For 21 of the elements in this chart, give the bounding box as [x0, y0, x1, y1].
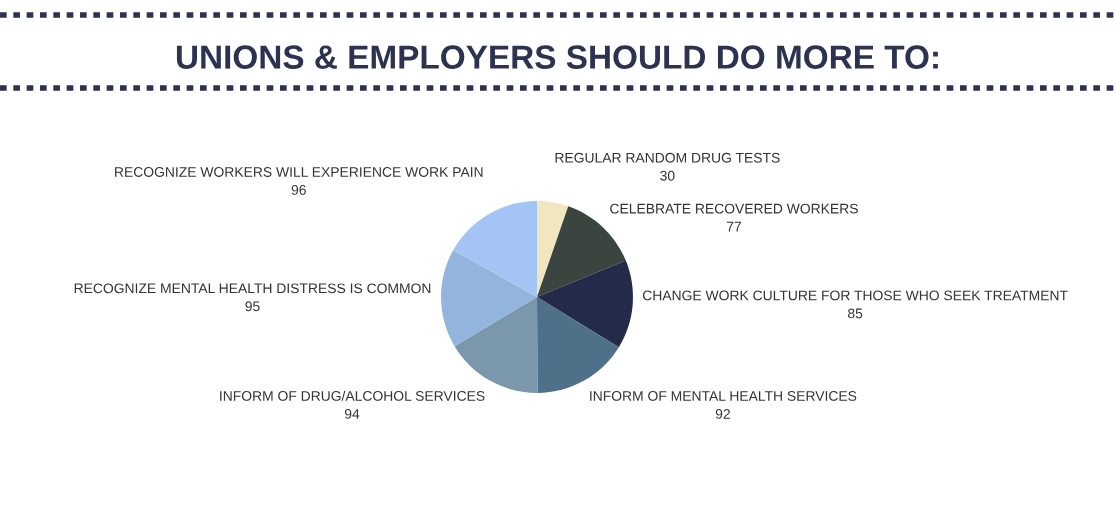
pie-slice [454, 297, 538, 393]
slice-label: RECOGNIZE MENTAL HEALTH DISTRESS IS COMMON [74, 283, 431, 294]
slice-label: RECOGNIZE WORKERS WILL EXPERIENCE WORK PAIN [115, 167, 483, 177]
pie-slice [441, 250, 537, 347]
slice-label: INFORM OF DRUG/ALCOHOL SERVICES [220, 390, 485, 401]
slice-label: REGULAR RANDOM DRUG TESTS [555, 152, 780, 163]
slice-label: CHANGE WORK CULTURE FOR THOSE WHO SEEK TREATMENT [642, 290, 1068, 301]
pie-slice [537, 297, 619, 393]
pie-slice [453, 201, 537, 297]
pie-slice [537, 201, 569, 297]
data-label: 30 [660, 170, 675, 181]
chart-title: UNIONS & EMPLOYERS SHOULD DO MORE TO: [176, 45, 938, 69]
slice-label: INFORM OF MENTAL HEALTH SERVICES [590, 391, 857, 401]
data-label: 96 [291, 185, 306, 195]
data-label: 77 [726, 221, 742, 232]
slice-label: CELEBRATE RECOVERED WORKERS [610, 203, 858, 214]
data-label: 95 [245, 301, 260, 312]
data-label: 94 [344, 409, 360, 419]
pie-slice [537, 260, 633, 348]
data-label: 85 [848, 308, 863, 319]
data-label: 92 [715, 409, 730, 419]
